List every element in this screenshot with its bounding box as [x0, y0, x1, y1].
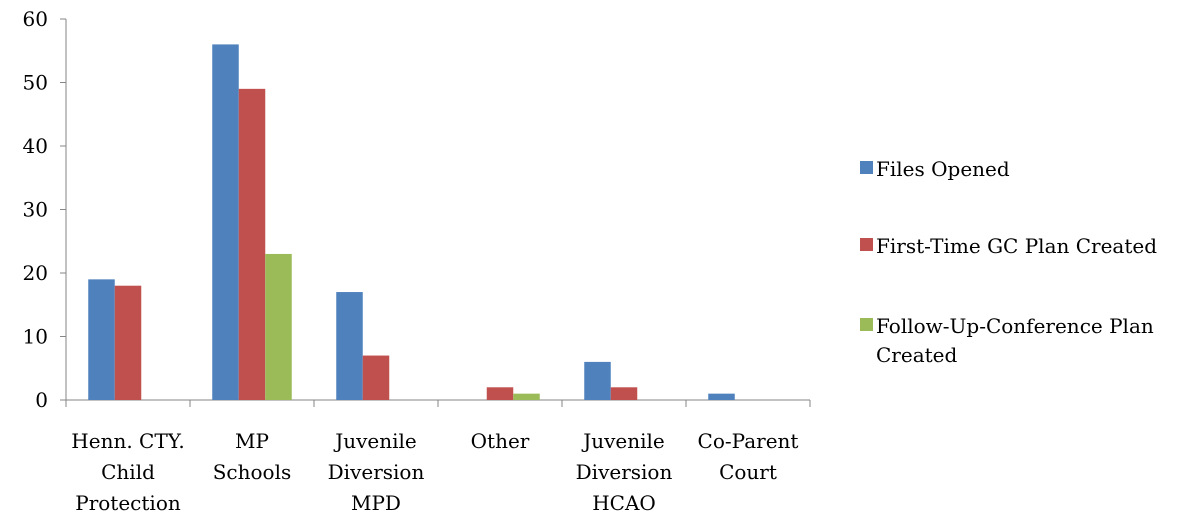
bar [610, 387, 638, 400]
y-tick-label: 20 [23, 261, 48, 285]
x-category-labels: Henn. CTY. Child Protection MP Schools Juveni… [71, 429, 798, 515]
x-category-label: Other [471, 429, 530, 453]
bar [708, 393, 735, 400]
y-tick-label: 50 [23, 71, 48, 95]
bar [486, 387, 514, 400]
bar [88, 279, 115, 400]
bars [88, 44, 735, 401]
bar [336, 292, 363, 400]
legend-swatch [860, 161, 873, 174]
y-tick-label: 0 [35, 388, 48, 412]
legend: Files Opened First-Time GC Plan Created Fo… [860, 157, 1157, 367]
x-category-label: Henn. CTY. Child Protection [71, 429, 184, 515]
y-tick-labels: 0 10 20 30 40 50 60 [23, 7, 48, 412]
bar [238, 88, 266, 400]
bar [513, 393, 540, 400]
bar [265, 253, 292, 400]
x-category-label: Juvenile Diversion MPD [328, 429, 425, 515]
legend-label: Follow-Up-Conference Plan Created [876, 314, 1154, 367]
legend-label: Files Opened [876, 157, 1010, 181]
bar [212, 44, 239, 401]
x-category-label: Juvenile Diversion HCAO [576, 429, 673, 515]
bar [584, 361, 611, 400]
bar [114, 285, 142, 400]
y-tick-label: 30 [23, 198, 48, 222]
x-category-label: Co-Parent Court [698, 429, 799, 484]
y-tick-label: 10 [23, 325, 48, 349]
legend-swatch [860, 238, 873, 251]
y-tick-label: 60 [23, 7, 48, 31]
y-tick-label: 40 [23, 134, 48, 158]
legend-label: First-Time GC Plan Created [876, 234, 1157, 258]
bar [362, 355, 390, 400]
legend-swatch [860, 318, 873, 331]
x-category-label: MP Schools [213, 429, 292, 484]
axes [60, 18, 811, 407]
